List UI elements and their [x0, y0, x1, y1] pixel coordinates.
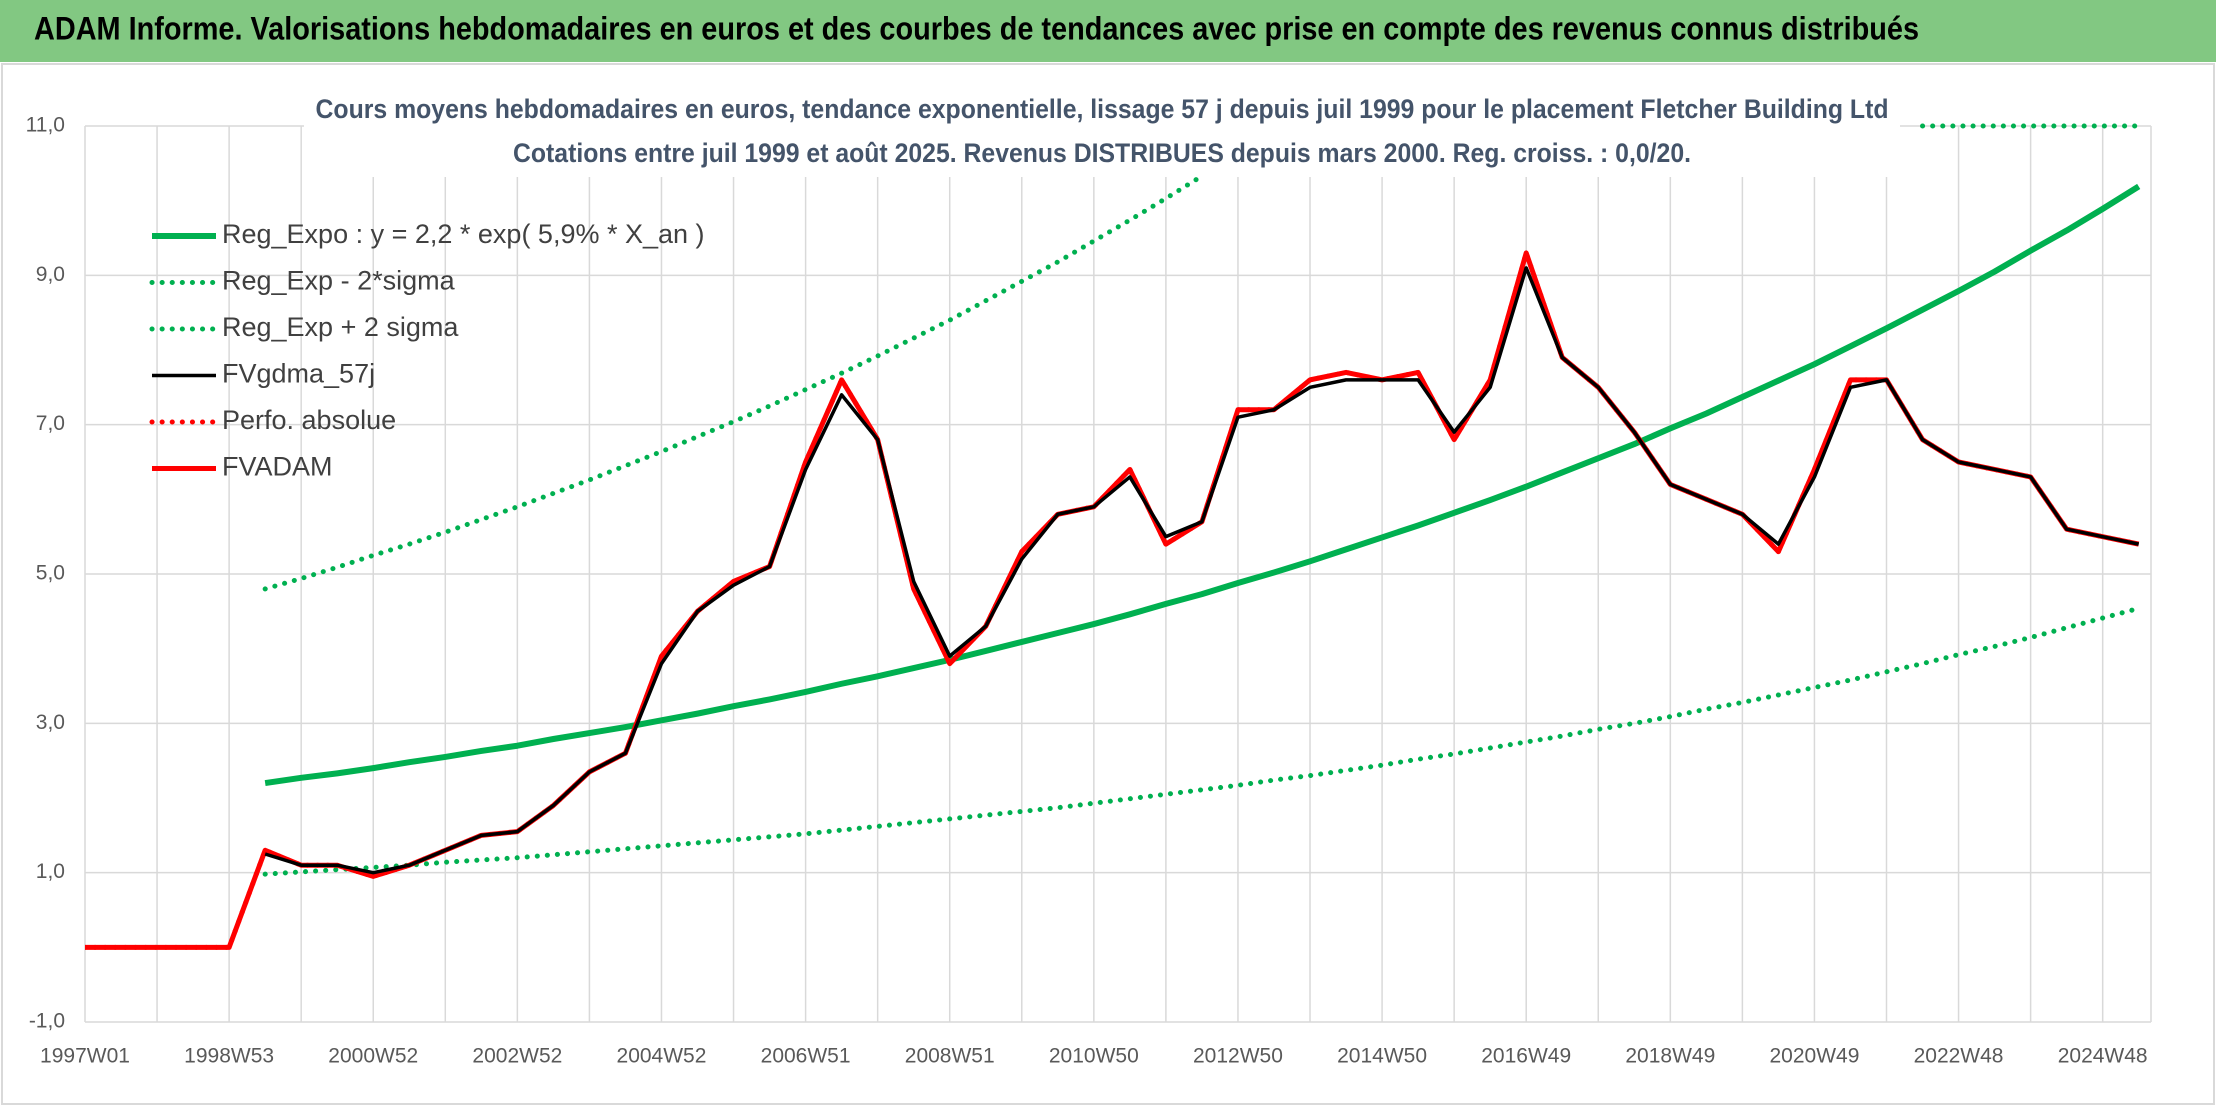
chart-border	[1, 63, 2215, 1105]
chart-subtitle: Cotations entre juil 1999 et août 2025. …	[513, 138, 1691, 168]
legend-label: FVgdma_57j	[222, 359, 375, 389]
series-line	[264, 183, 2141, 787]
x-tick-label: 2022W48	[1914, 1045, 2004, 1068]
series-line	[262, 605, 2142, 877]
x-tick-label: 2018W49	[1625, 1045, 1715, 1068]
y-tick-label: 9,0	[36, 263, 65, 286]
legend-label: Reg_Exp - 2*sigma	[222, 266, 456, 296]
x-tick-label: 2016W49	[1481, 1045, 1571, 1068]
x-tick-label: 2002W52	[472, 1045, 562, 1068]
series-line	[262, 123, 2142, 592]
x-tick-label: 2010W50	[1049, 1045, 1139, 1068]
title-box	[304, 88, 1900, 177]
x-tick-label: 1997W01	[40, 1045, 130, 1068]
legend-label: FVADAM	[222, 452, 333, 482]
x-tick-label: 2020W49	[1769, 1045, 1859, 1068]
y-tick-label: 11,0	[26, 114, 65, 137]
header-bar	[0, 0, 2216, 62]
y-tick-label: 5,0	[36, 562, 65, 585]
series-line	[264, 266, 2140, 875]
y-tick-label: 1,0	[36, 860, 65, 883]
x-tick-label: 2014W50	[1337, 1045, 1427, 1068]
x-tick-label: 2000W52	[328, 1045, 418, 1068]
header-title: ADAM Informe. Valorisations hebdomadaire…	[34, 10, 1919, 46]
legend-label: Reg_Exp + 2 sigma	[222, 312, 459, 342]
x-tick-label: 2006W51	[761, 1045, 851, 1068]
y-tick-label: -1,0	[29, 1010, 65, 1033]
chart-title: Cours moyens hebdomadaires en euros, ten…	[316, 94, 1889, 124]
y-tick-label: 7,0	[36, 412, 65, 435]
x-tick-label: 1998W53	[184, 1045, 274, 1068]
x-tick-label: 2012W50	[1193, 1045, 1283, 1068]
x-tick-label: 2004W52	[617, 1045, 707, 1068]
x-tick-label: 2024W48	[2058, 1045, 2148, 1068]
legend-label: Perfo. absolue	[222, 405, 396, 435]
x-tick-label: 2008W51	[905, 1045, 995, 1068]
legend-label: Reg_Expo : y = 2,2 * exp( 5,9% * X_an )	[222, 219, 705, 249]
y-tick-label: 3,0	[36, 711, 65, 734]
